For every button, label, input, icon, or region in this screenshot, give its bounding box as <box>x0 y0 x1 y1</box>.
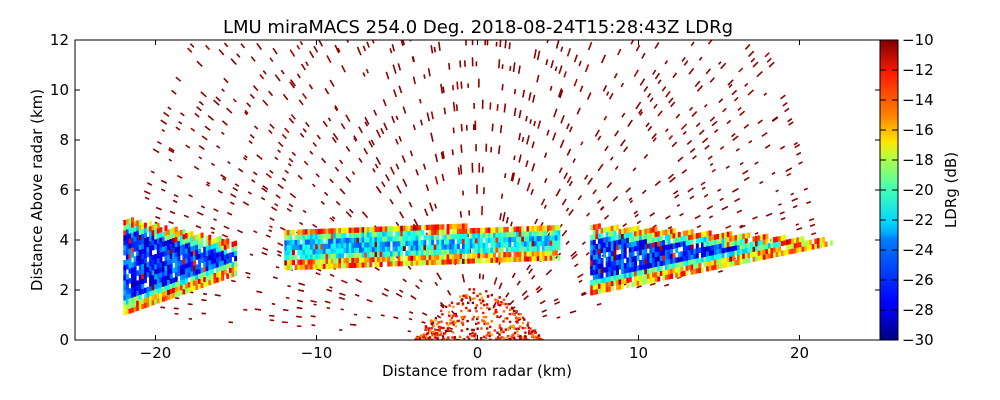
colorbar-tick-label: −26 <box>902 271 934 289</box>
colorbar-tick-label: −16 <box>902 121 934 139</box>
y-tick-label: 12 <box>50 31 69 49</box>
y-tick-label: 0 <box>59 331 69 349</box>
colorbar-tick-label: −24 <box>902 241 934 259</box>
cloud-layer-left <box>123 217 238 316</box>
y-tick-label: 2 <box>59 281 69 299</box>
y-tick-label: 4 <box>59 231 69 249</box>
y-tick-label: 8 <box>59 131 69 149</box>
colorbar-tick-label: −12 <box>902 61 934 79</box>
plot-area <box>123 40 833 340</box>
x-tick-label: −10 <box>301 344 333 362</box>
y-tick-label: 6 <box>59 181 69 199</box>
x-axis-label: Distance from radar (km) <box>382 362 572 380</box>
near-radar-clutter <box>413 288 544 340</box>
y-tick-label: 10 <box>50 81 69 99</box>
colorbar-ticks: −10 −12 −14 −16 −18 −20 −22 −24 −26 −28 −30 <box>880 31 934 349</box>
y-axis: 0 2 4 6 8 10 12 <box>50 31 880 349</box>
y-axis-label: Distance Above radar (km) <box>28 89 46 291</box>
chart-title: LMU miraMACS 254.0 Deg. 2018-08-24T15:28… <box>223 17 733 38</box>
colorbar-tick-label: −30 <box>902 331 934 349</box>
colorbar-tick-label: −18 <box>902 151 934 169</box>
noise-echoes <box>131 40 820 337</box>
x-tick-label: 0 <box>473 344 483 362</box>
x-axis: −20 −10 0 10 20 <box>140 40 809 362</box>
colorbar-tick-label: −10 <box>902 31 934 49</box>
colorbar-label: LDRg (dB) <box>942 152 960 228</box>
colorbar-tick-label: −28 <box>902 301 934 319</box>
x-tick-label: 10 <box>629 344 648 362</box>
cloud-layer-center <box>284 223 561 271</box>
colorbar-tick-label: −22 <box>902 211 934 229</box>
colorbar-tick-label: −14 <box>902 91 934 109</box>
x-tick-label: −20 <box>140 344 172 362</box>
colorbar-tick-label: −20 <box>902 181 934 199</box>
x-tick-label: 20 <box>790 344 809 362</box>
cloud-layer-right <box>590 223 833 296</box>
